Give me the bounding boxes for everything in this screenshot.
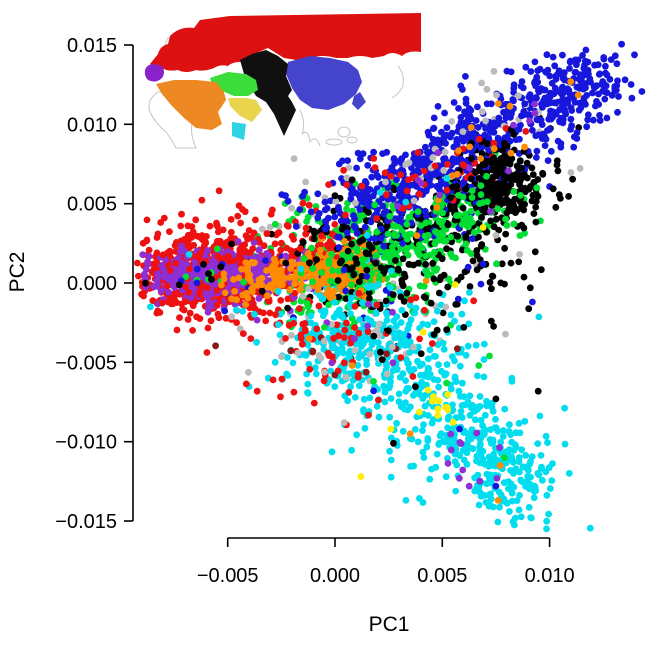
cluster-blue-arm-tip xyxy=(503,52,635,134)
y-tick-label: −0.015 xyxy=(55,511,117,533)
cluster-yellow-singles-mid xyxy=(451,224,487,288)
cluster-blue-top-fringe xyxy=(314,160,343,222)
cluster-orange-bottom xyxy=(305,335,504,504)
cluster-blue-right-sparse xyxy=(468,235,536,306)
cluster-green-right-sparse xyxy=(475,184,541,369)
y-tick-label: 0.005 xyxy=(67,194,117,216)
cluster-black-bottom xyxy=(284,259,542,447)
map-region-east-asia xyxy=(286,56,366,110)
cluster-orange-on-arm xyxy=(413,78,582,240)
cluster-cyan-on-arm xyxy=(363,174,450,239)
inset-map-legend xyxy=(144,13,421,149)
y-tick-label: −0.005 xyxy=(55,352,117,374)
x-axis: −0.005 0.000 0.005 0.010 PC1 xyxy=(197,537,575,636)
cluster-yellow-cluster xyxy=(416,386,457,426)
cluster-blue-bottom xyxy=(342,287,500,490)
cluster-darkred-bottom xyxy=(212,334,461,379)
cluster-purple-in-tail xyxy=(444,429,503,490)
y-tick-label: 0.010 xyxy=(67,114,117,136)
scatter-points xyxy=(134,40,646,533)
map-region-europe-russia xyxy=(150,13,421,72)
cluster-yellow-singles-bottom xyxy=(357,328,427,480)
cluster-green-bottom xyxy=(320,324,508,461)
x-tick-label: 0.000 xyxy=(310,565,360,587)
cluster-gray-right-sparse xyxy=(492,232,523,258)
cluster-black-right-sparse xyxy=(443,206,545,288)
x-tick-label: 0.010 xyxy=(525,565,575,587)
y-tick-label: −0.010 xyxy=(55,432,117,454)
map-region-horn-of-africa xyxy=(232,122,246,140)
cluster-green-arm-upper xyxy=(371,172,524,262)
map-region-north-africa xyxy=(156,80,226,130)
y-tick-label: 0.015 xyxy=(67,35,117,57)
y-axis-title: PC2 xyxy=(6,252,29,293)
y-tick-label: 0.000 xyxy=(67,273,117,295)
x-tick-label: 0.005 xyxy=(417,565,467,587)
cluster-cyan-in-left xyxy=(147,251,240,314)
cluster-red-top-fringe xyxy=(305,166,347,209)
x-tick-label: −0.005 xyxy=(197,565,259,587)
y-axis: 0.015 0.010 0.005 0.000 −0.005 −0.010 −0… xyxy=(6,35,134,533)
map-region-arabia xyxy=(228,98,262,122)
map-region-iberia xyxy=(144,64,164,82)
cluster-black-top-fringe xyxy=(331,176,534,403)
map-region-central-south-asia xyxy=(240,50,296,136)
cluster-black-in-left xyxy=(142,240,266,295)
cluster-purple-bottom xyxy=(286,300,397,367)
x-axis-title: PC1 xyxy=(369,613,410,636)
